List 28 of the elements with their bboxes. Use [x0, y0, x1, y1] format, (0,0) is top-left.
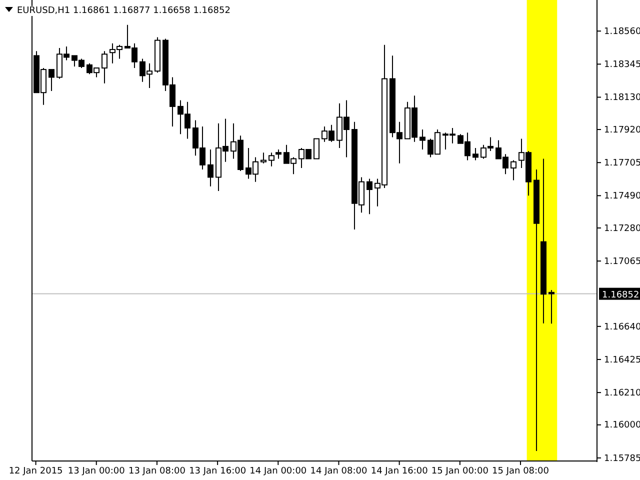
x-tick-label: 13 Jan 16:00	[189, 466, 246, 476]
candlestick	[510, 160, 516, 181]
candlestick	[548, 289, 554, 324]
y-tick-label: 1.16425	[604, 355, 640, 366]
text: EURUSD,H1 1.16861 1.16877 1.16658 1.16852	[17, 6, 230, 16]
candlestick	[276, 149, 282, 160]
x-tick-label: 15 Jan 00:00	[431, 466, 489, 476]
y-tick-label: 1.15785	[604, 454, 640, 464]
candlestick	[314, 138, 320, 160]
candlestick	[260, 152, 266, 164]
candlestick	[48, 69, 54, 92]
x-tick-label: 14 Jan 08:00	[310, 466, 368, 476]
x-tick-label: 15 Jan 08:00	[492, 466, 550, 476]
x-tick-label: 14 Jan 00:00	[250, 466, 307, 476]
x-tick-label: 12 Jan 2015	[8, 466, 63, 476]
candlestick	[472, 147, 478, 161]
x-tick-label: 13 Jan 08:00	[128, 466, 186, 476]
x-tick-label: 14 Jan 16:00	[370, 466, 428, 476]
ref-line-label: 1.16852	[602, 290, 640, 300]
y-tick-label: 1.17705	[604, 158, 640, 168]
candlestick	[208, 149, 214, 187]
candlestick	[268, 152, 274, 167]
candlestick	[420, 129, 426, 150]
y-tick-label: 1.18345	[604, 60, 640, 70]
x-tick-label: 13 Jan 00:00	[68, 466, 126, 476]
candlestick	[366, 178, 372, 215]
y-tick-label: 1.17065	[604, 256, 640, 267]
candlestick	[102, 50, 108, 84]
